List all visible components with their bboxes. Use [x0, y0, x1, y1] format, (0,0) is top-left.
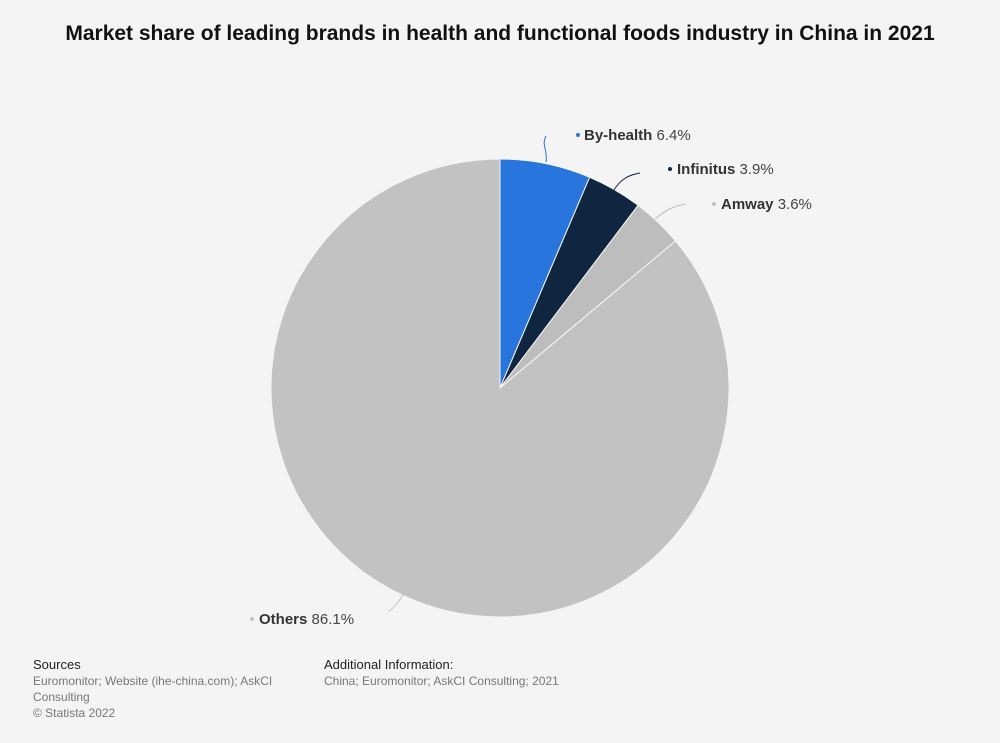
additional-info-heading: Additional Information:	[324, 657, 454, 672]
slice-name: Infinitus	[677, 161, 735, 178]
slice-name: Amway	[721, 196, 774, 213]
slice-label-others: Others 86.1%	[259, 611, 354, 628]
slice-value: 3.9%	[735, 161, 773, 178]
pie-chart: By-health 6.4% Infinitus 3.9% Amway 3.6% Ot…	[250, 127, 812, 628]
slice-name: Others	[259, 611, 307, 628]
leader-line-by-health	[543, 135, 547, 163]
slice-label-infinitus: Infinitus 3.9%	[677, 161, 774, 178]
chart-title: Market share of leading brands in health…	[65, 22, 935, 45]
slice-name: By-health	[584, 127, 652, 144]
slice-value: 3.6%	[774, 196, 812, 213]
label-dot-amway	[712, 202, 716, 206]
additional-info-block: Additional Information: China; Euromonit…	[324, 657, 624, 689]
slice-label-by-health: By-health 6.4%	[584, 127, 691, 144]
label-dot-others	[250, 617, 254, 621]
sources-block: Sources Euromonitor; Website (ihe-china.…	[33, 657, 293, 721]
slice-label-amway: Amway 3.6%	[721, 196, 812, 213]
pie-slice-others[interactable]	[270, 158, 730, 618]
sources-heading: Sources	[33, 657, 81, 672]
sources-text: Euromonitor; Website (ihe-china.com); As…	[33, 674, 273, 704]
copyright-text: © Statista 2022	[33, 706, 116, 720]
label-dot-by-health	[576, 133, 580, 137]
additional-info-text: China; Euromonitor; AskCI Consulting; 20…	[324, 674, 559, 688]
leader-line-others	[387, 592, 405, 613]
slice-value: 6.4%	[652, 127, 690, 144]
label-dot-infinitus	[668, 167, 672, 171]
slice-value: 86.1%	[307, 611, 354, 628]
leader-line-amway	[654, 203, 687, 220]
leader-line-infinitus	[613, 172, 641, 191]
